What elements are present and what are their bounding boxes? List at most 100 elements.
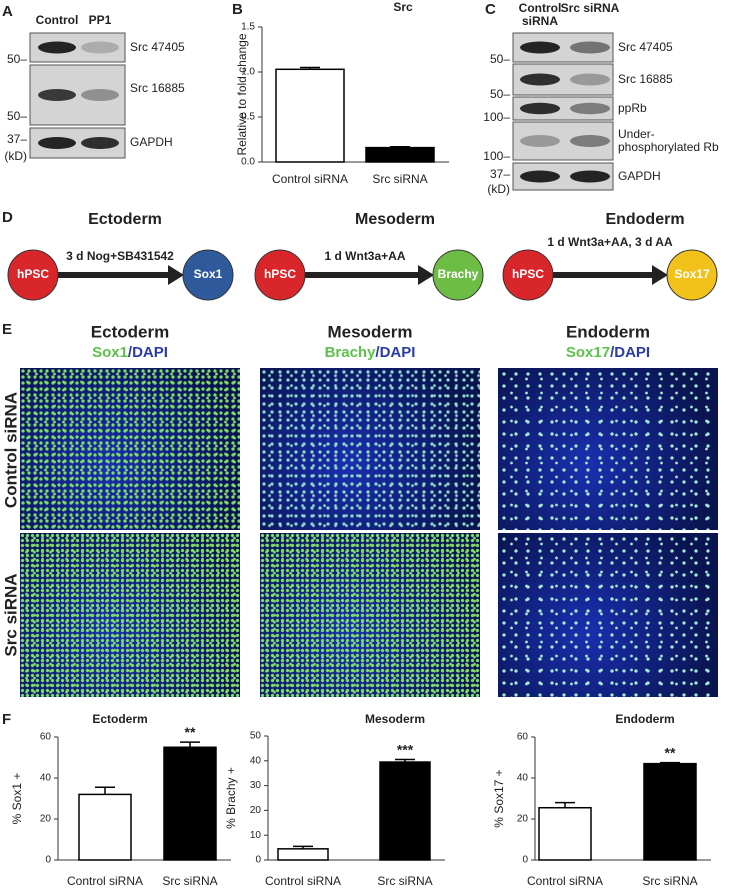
band-label: GAPDH — [130, 135, 173, 149]
blot-band — [520, 170, 560, 183]
mw-marker: 37– — [7, 132, 27, 146]
band-label: ppRb — [618, 100, 647, 115]
bar — [643, 762, 697, 861]
blot-band — [81, 137, 119, 149]
node-label: Sox17 — [674, 267, 710, 281]
y-tick-label: 30 — [250, 780, 262, 791]
significance: *** — [397, 741, 414, 757]
micrograph — [498, 368, 718, 530]
blot-band — [38, 137, 76, 149]
y-tick-label: 40 — [517, 773, 529, 784]
blot-band — [520, 73, 560, 86]
chart-title: Endoderm — [615, 712, 674, 726]
blot-band — [570, 170, 610, 183]
lineage-title: Mesoderm — [355, 211, 435, 228]
blot-band — [520, 41, 560, 54]
mw-marker: 50– — [7, 109, 27, 123]
y-axis-label: % Sox1 + — [10, 773, 24, 825]
marker-name: Brachy — [325, 344, 377, 361]
panel-label: F — [2, 711, 11, 728]
counterstain-name: /DAPI — [128, 344, 168, 361]
lane-label: Control siRNA — [518, 1, 562, 28]
x-tick-label: Control siRNA — [272, 172, 348, 186]
chart-title: Ectoderm — [92, 712, 147, 726]
marker-name: Sox17 — [566, 344, 610, 361]
blot-band — [520, 135, 560, 147]
x-tick-label: Src siRNA — [642, 874, 697, 888]
node-label: hPSC — [17, 267, 49, 281]
blot-band — [570, 41, 610, 54]
bar — [365, 146, 435, 163]
node — [7, 249, 59, 301]
micrograph — [260, 368, 480, 530]
lane-label: Control — [35, 13, 79, 27]
y-tick-label: 0.5 — [241, 112, 255, 123]
counterstain-name: /DAPI — [610, 344, 650, 361]
panel-label: E — [2, 321, 12, 338]
blot-band — [81, 41, 119, 54]
mw-marker: 100– — [483, 110, 510, 124]
y-tick-label: 40 — [40, 773, 52, 784]
panel-label: C — [485, 1, 496, 18]
panel-label: D — [2, 209, 13, 226]
node-label: Sox1 — [194, 267, 223, 281]
blot-band — [38, 41, 76, 54]
y-tick-label: 50 — [250, 731, 262, 742]
y-tick-label: 20 — [517, 814, 529, 825]
mw-unit: (kD) — [4, 149, 27, 163]
band-label: GAPDH — [618, 168, 661, 183]
blot-band — [570, 73, 610, 86]
y-tick-label: 0.0 — [241, 157, 255, 168]
y-tick-label: 1.5 — [241, 22, 255, 33]
y-axis-label: % Brachy + — [224, 767, 238, 829]
bar — [78, 793, 132, 861]
stain-label: Sox17/DAPI — [566, 344, 650, 361]
column-title: Ectoderm — [91, 322, 169, 341]
x-tick-label: Src siRNA — [162, 874, 217, 888]
blot-band — [81, 89, 119, 101]
band-label: Src 47405 — [130, 39, 185, 54]
node — [432, 249, 484, 301]
chart-title: Mesoderm — [365, 712, 425, 726]
step-label: 3 d Nog+SB431542 — [66, 249, 174, 263]
significance: ** — [665, 744, 676, 760]
node-label: hPSC — [264, 267, 296, 281]
band-label: Src 47405 — [618, 39, 673, 54]
band-label: Src 16885 — [618, 71, 673, 86]
column-title: Mesoderm — [327, 322, 412, 341]
y-tick-label: 0 — [255, 855, 261, 866]
blot-strip — [512, 121, 614, 161]
bar — [379, 761, 431, 861]
micrograph — [20, 368, 240, 530]
node — [666, 249, 718, 301]
x-tick-label: Src siRNA — [372, 172, 427, 186]
marker-name: Sox1 — [92, 344, 128, 361]
lane-label: PP1 — [88, 13, 112, 27]
mw-marker: 100– — [483, 149, 510, 163]
node-label: hPSC — [512, 267, 544, 281]
x-tick-label: Control siRNA — [67, 874, 143, 888]
bar — [538, 806, 592, 861]
row-label: Src siRNA — [1, 573, 20, 656]
panel-label: B — [232, 1, 243, 18]
band-label: Under-phosphorylated Rb — [618, 127, 719, 154]
mw-marker: 50– — [490, 52, 510, 66]
bar — [163, 746, 217, 861]
y-tick-label: 60 — [517, 732, 529, 743]
y-tick-label: 10 — [250, 830, 262, 841]
node — [254, 249, 306, 301]
y-tick-label: 20 — [250, 805, 262, 816]
lineage-title: Endoderm — [605, 211, 684, 228]
node — [182, 249, 234, 301]
bar — [275, 68, 345, 163]
arrow-head — [418, 265, 434, 285]
arrow-head — [168, 265, 184, 285]
row-label: Control siRNA — [1, 392, 20, 508]
step-label: 1 d Wnt3a+AA, 3 d AA — [547, 235, 673, 249]
y-tick-label: 60 — [40, 732, 52, 743]
micrograph — [498, 533, 718, 697]
lineage-title: Ectoderm — [88, 211, 162, 228]
node — [502, 249, 554, 301]
chart-title: Src — [393, 0, 413, 14]
